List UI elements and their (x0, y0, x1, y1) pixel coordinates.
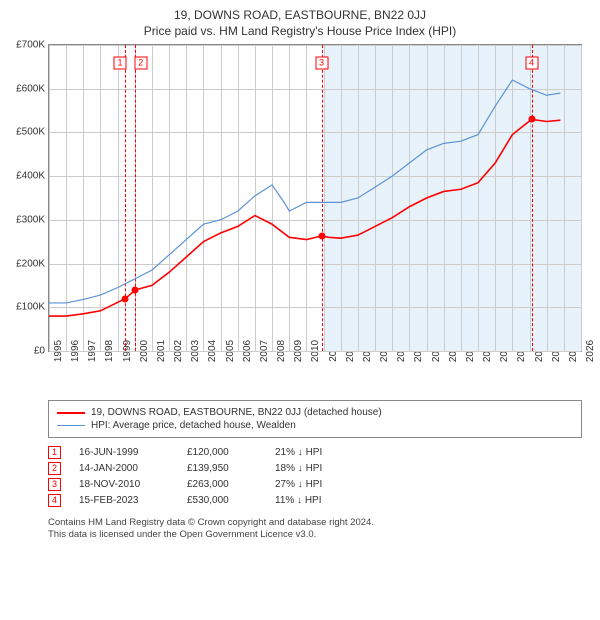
x-gridline (581, 45, 582, 351)
y-gridline (49, 351, 581, 352)
transaction-point (528, 116, 535, 123)
transaction-row: 1 16-JUN-1999 £120,000 21% ↓ HPI (48, 446, 582, 459)
footer-line: This data is licensed under the Open Gov… (48, 529, 590, 541)
footer-text: Contains HM Land Registry data © Crown c… (48, 517, 590, 542)
legend: 19, DOWNS ROAD, EASTBOURNE, BN22 0JJ (de… (48, 400, 582, 438)
transaction-index-box: 2 (48, 462, 61, 475)
legend-label: HPI: Average price, detached house, Weal… (91, 420, 296, 431)
transaction-hpi: 21% ↓ HPI (275, 447, 355, 458)
marker-box: 1 (114, 57, 127, 70)
transaction-index-box: 4 (48, 494, 61, 507)
transaction-date: 14-JAN-2000 (79, 463, 169, 474)
transaction-point (132, 286, 139, 293)
transaction-date: 18-NOV-2010 (79, 479, 169, 490)
legend-item: 19, DOWNS ROAD, EASTBOURNE, BN22 0JJ (de… (57, 407, 573, 418)
transaction-date: 16-JUN-1999 (79, 447, 169, 458)
transaction-hpi: 18% ↓ HPI (275, 463, 355, 474)
marker-box: 3 (315, 57, 328, 70)
chart-container: £0£100K£200K£300K£400K£500K£600K£700K199… (48, 44, 582, 394)
chart-lines (49, 45, 581, 351)
y-tick-label: £600K (16, 83, 49, 94)
plot-area: £0£100K£200K£300K£400K£500K£600K£700K199… (48, 44, 582, 352)
transaction-row: 2 14-JAN-2000 £139,950 18% ↓ HPI (48, 462, 582, 475)
transaction-index-box: 3 (48, 478, 61, 491)
legend-swatch (57, 412, 85, 414)
transaction-hpi: 27% ↓ HPI (275, 479, 355, 490)
marker-box: 4 (525, 57, 538, 70)
transaction-price: £530,000 (187, 495, 257, 506)
y-tick-label: £700K (16, 40, 49, 51)
legend-label: 19, DOWNS ROAD, EASTBOURNE, BN22 0JJ (de… (91, 407, 382, 418)
legend-item: HPI: Average price, detached house, Weal… (57, 420, 573, 431)
y-tick-label: £200K (16, 258, 49, 269)
y-tick-label: £100K (16, 302, 49, 313)
transaction-point (318, 233, 325, 240)
transaction-index-box: 1 (48, 446, 61, 459)
page-subtitle: Price paid vs. HM Land Registry's House … (10, 24, 590, 38)
transactions-table: 1 16-JUN-1999 £120,000 21% ↓ HPI 2 14-JAN-200… (48, 446, 582, 507)
series-line (49, 119, 560, 316)
transaction-price: £263,000 (187, 479, 257, 490)
y-tick-label: £0 (34, 346, 49, 357)
legend-swatch (57, 425, 85, 427)
series-line (49, 80, 560, 303)
y-tick-label: £300K (16, 214, 49, 225)
transaction-date: 15-FEB-2023 (79, 495, 169, 506)
marker-box: 2 (134, 57, 147, 70)
x-tick-label: 2026 (581, 340, 596, 362)
footer-line: Contains HM Land Registry data © Crown c… (48, 517, 590, 529)
transaction-hpi: 11% ↓ HPI (275, 495, 355, 506)
y-tick-label: £500K (16, 127, 49, 138)
transaction-point (122, 295, 129, 302)
page-title: 19, DOWNS ROAD, EASTBOURNE, BN22 0JJ (10, 8, 590, 22)
transaction-price: £120,000 (187, 447, 257, 458)
y-tick-label: £400K (16, 171, 49, 182)
transaction-row: 3 18-NOV-2010 £263,000 27% ↓ HPI (48, 478, 582, 491)
transaction-price: £139,950 (187, 463, 257, 474)
transaction-row: 4 15-FEB-2023 £530,000 11% ↓ HPI (48, 494, 582, 507)
